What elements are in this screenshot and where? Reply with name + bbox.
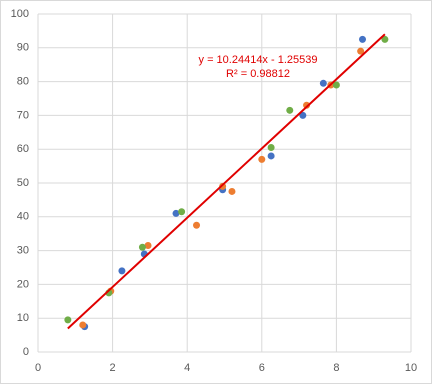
point bbox=[286, 106, 294, 114]
point bbox=[332, 81, 340, 89]
x-tick-label: 0 bbox=[35, 362, 41, 374]
point bbox=[381, 35, 389, 43]
y-tick-label: 60 bbox=[17, 143, 29, 155]
y-tick-label: 80 bbox=[17, 76, 29, 88]
point bbox=[267, 152, 275, 160]
y-tick-label: 20 bbox=[17, 278, 29, 290]
x-tick-label: 4 bbox=[184, 362, 190, 374]
trendline-equation: y = 10.24414x - 1.25539 bbox=[199, 54, 318, 66]
point bbox=[118, 267, 126, 275]
point bbox=[359, 35, 367, 43]
point bbox=[357, 47, 365, 55]
point bbox=[267, 144, 275, 152]
point bbox=[144, 242, 152, 250]
point bbox=[219, 182, 227, 190]
x-tick-label: 8 bbox=[333, 362, 339, 374]
y-tick-label: 10 bbox=[17, 312, 29, 324]
point bbox=[303, 101, 311, 109]
point bbox=[138, 243, 146, 251]
x-tick-label: 10 bbox=[405, 362, 417, 374]
point bbox=[193, 221, 201, 229]
point bbox=[178, 208, 186, 216]
point bbox=[172, 209, 180, 217]
trendline-r-squared: R² = 0.98812 bbox=[226, 68, 290, 80]
y-tick-label: 40 bbox=[17, 211, 29, 223]
y-tick-label: 70 bbox=[17, 109, 29, 121]
y-tick-label: 50 bbox=[17, 177, 29, 189]
point bbox=[79, 321, 87, 329]
point bbox=[299, 111, 307, 119]
x-tick-label: 6 bbox=[259, 362, 265, 374]
x-tick-label: 2 bbox=[110, 362, 116, 374]
y-tick-label: 0 bbox=[23, 346, 29, 358]
point bbox=[258, 155, 266, 163]
trendline bbox=[67, 33, 386, 330]
y-tick-label: 30 bbox=[17, 245, 29, 257]
point bbox=[228, 187, 236, 195]
point bbox=[319, 79, 327, 87]
point bbox=[64, 316, 72, 324]
y-tick-label: 100 bbox=[11, 8, 29, 20]
y-tick-label: 90 bbox=[17, 42, 29, 54]
